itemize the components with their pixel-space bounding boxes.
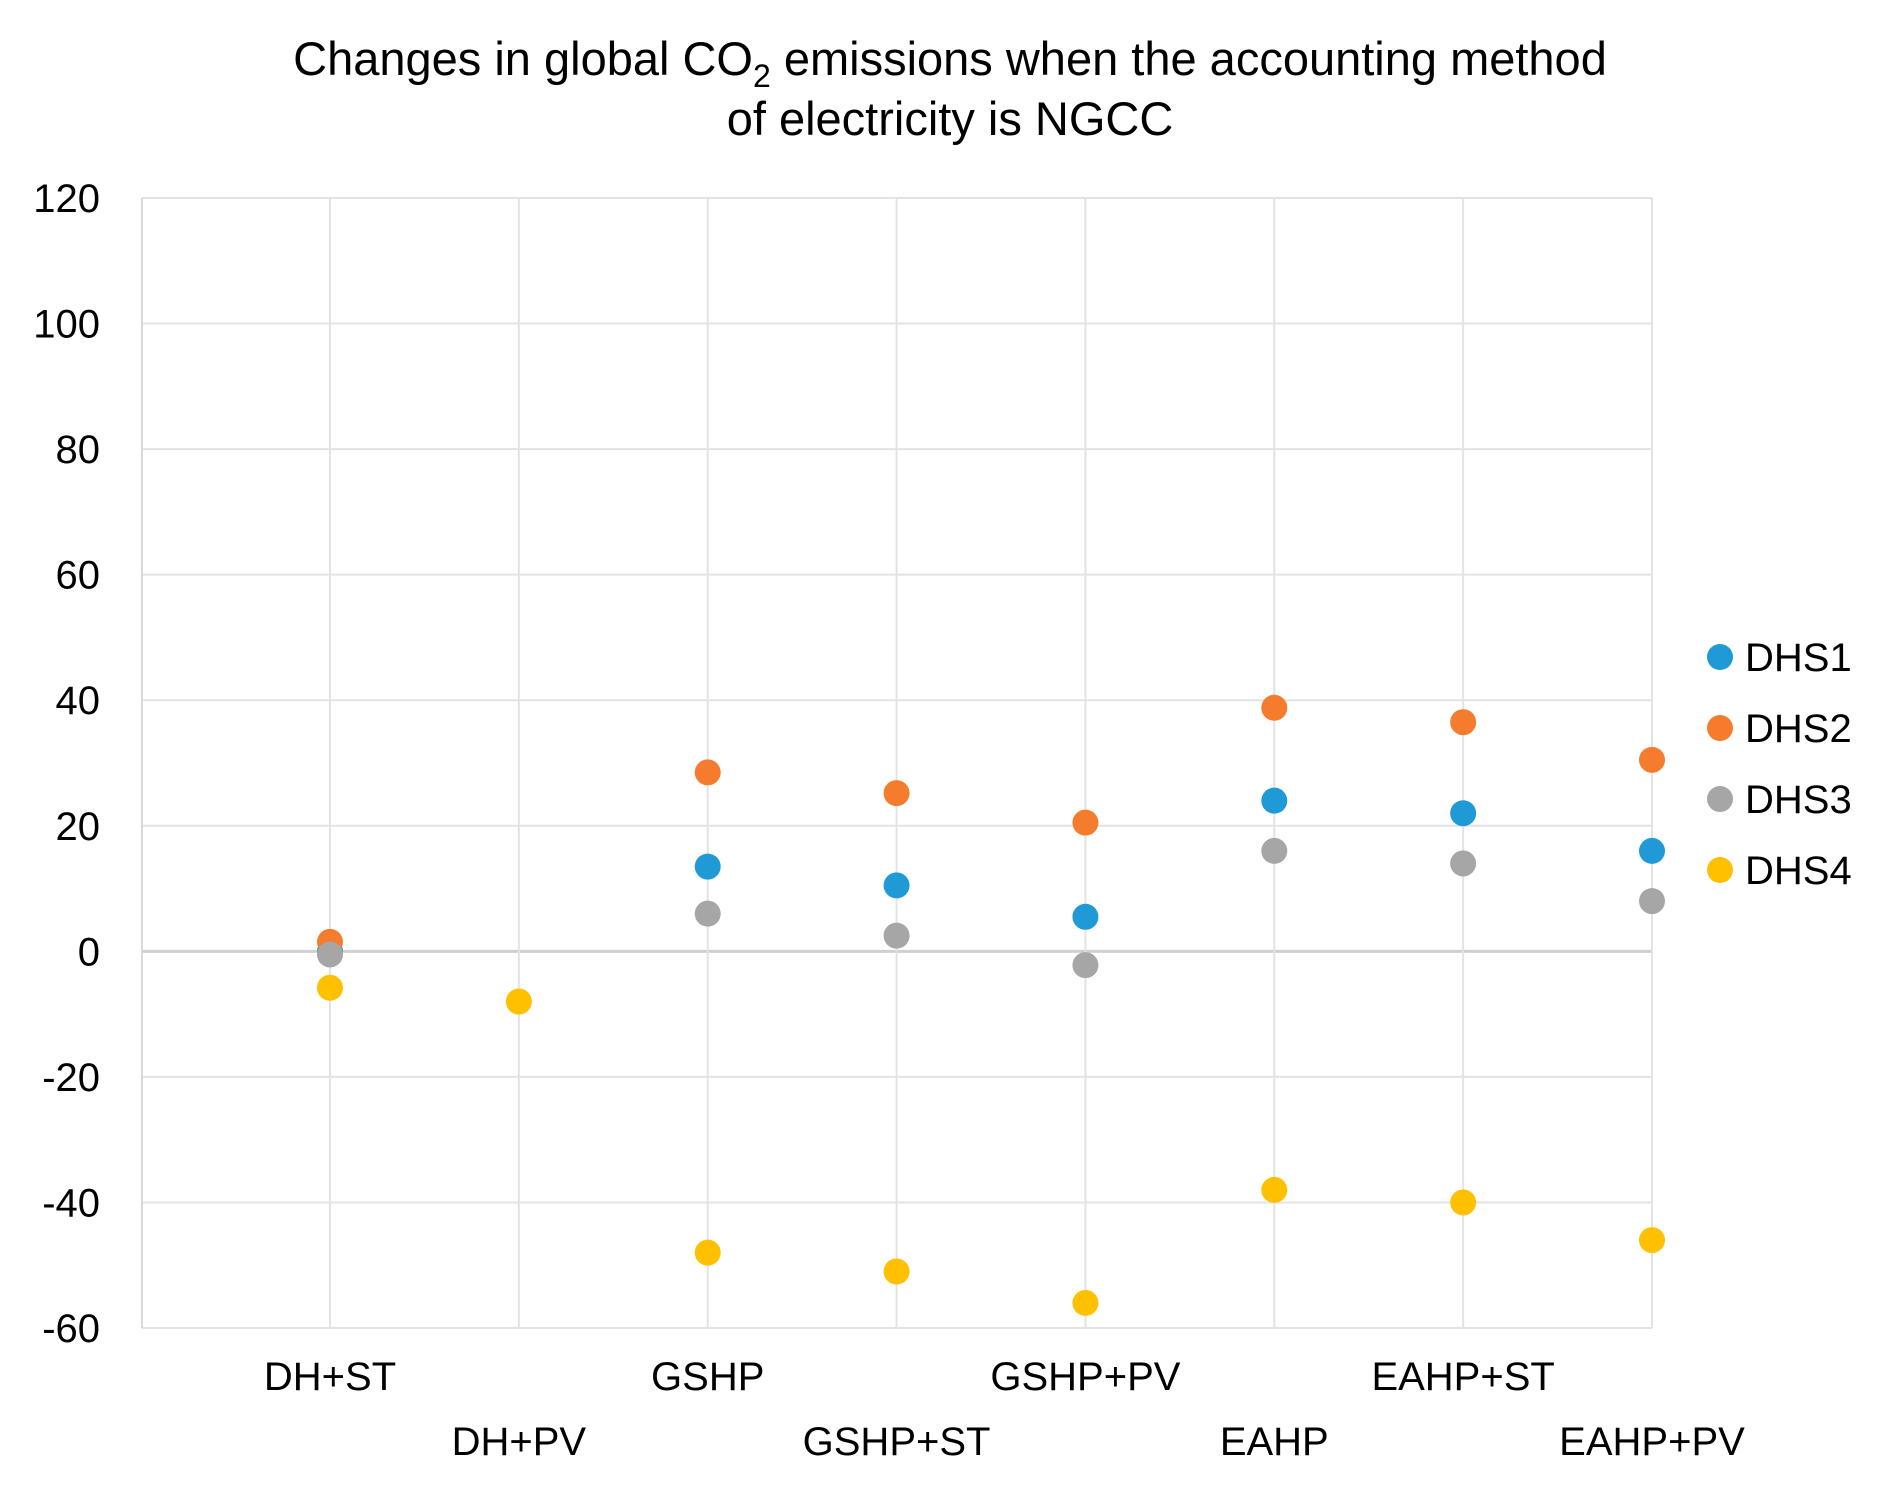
data-point-dhs1 [1450,800,1477,827]
y-tick-label: 120 [33,177,100,221]
axes: 120 100 80 60 40 20 0 -20 -40 -60 DH+ST DH+PV GSHP GS… [33,177,1745,1464]
data-point-dhs2 [694,759,721,786]
data-point-dhs4 [1450,1189,1477,1216]
x-tick-label: GSHP [651,1355,764,1399]
data-points [317,694,1665,1316]
data-point-dhs3 [317,941,343,968]
title-co-text: Changes in global CO [293,32,753,85]
data-point-dhs4 [1639,1227,1665,1254]
x-tick-label: EAHP+ST [1371,1355,1554,1399]
data-point-dhs3 [694,900,721,927]
data-point-dhs1 [1261,787,1288,814]
title-rest-text: emissions when the accounting method [771,32,1607,85]
x-tick-label: DH+ST [264,1355,396,1399]
gridlines [142,197,1653,1329]
y-tick-label: 40 [56,679,101,723]
data-point-dhs2 [1072,809,1099,836]
x-tick-label: GSHP+ST [803,1420,991,1464]
data-point-dhs4 [883,1258,910,1285]
data-point-dhs2 [1261,694,1288,721]
y-tick-label: 60 [56,554,101,598]
y-tick-label: 100 [33,303,100,347]
title-subscript: 2 [753,58,771,94]
data-point-dhs2 [883,780,910,807]
y-tick-label: -40 [42,1181,100,1225]
legend-label-dhs1: DHS1 [1745,636,1852,680]
legend: DHS1 DHS2 DHS3 DHS4 [1707,636,1852,893]
data-point-dhs1 [694,853,721,880]
x-tick-label: EAHP+PV [1559,1420,1745,1464]
data-point-dhs3 [1261,837,1288,864]
data-point-dhs4 [1261,1176,1288,1203]
y-tick-label: -60 [42,1307,100,1351]
legend-label-dhs2: DHS2 [1745,707,1852,751]
legend-marker-dhs2 [1707,715,1733,741]
chart-title-line-1: Changes in global CO2 emissions when the… [293,32,1607,94]
data-point-dhs1 [883,872,910,899]
legend-label-dhs4: DHS4 [1745,849,1852,893]
legend-marker-dhs3 [1707,786,1733,812]
data-point-dhs1 [1639,837,1665,864]
data-point-dhs4 [694,1239,721,1266]
y-tick-label: 80 [56,428,101,472]
chart-title-line-2: of electricity is NGCC [727,92,1174,145]
data-point-dhs4 [317,974,343,1001]
legend-marker-dhs1 [1707,644,1733,670]
data-point-dhs4 [1072,1289,1099,1316]
data-point-dhs3 [883,922,910,949]
data-point-dhs3 [1072,952,1099,979]
y-tick-label: 20 [56,805,101,849]
legend-label-dhs3: DHS3 [1745,778,1852,822]
data-point-dhs2 [1639,746,1665,773]
x-tick-label: DH+PV [452,1420,587,1464]
data-point-dhs3 [1450,850,1477,877]
y-tick-label: 0 [78,930,100,974]
legend-marker-dhs4 [1707,857,1733,883]
data-point-dhs2 [1450,709,1477,736]
data-point-dhs4 [505,988,532,1015]
data-point-dhs3 [1639,888,1665,915]
x-tick-label: EAHP [1220,1420,1329,1464]
data-point-dhs1 [1072,903,1099,930]
x-tick-label: GSHP+PV [990,1355,1180,1399]
y-tick-label: -20 [42,1056,100,1100]
